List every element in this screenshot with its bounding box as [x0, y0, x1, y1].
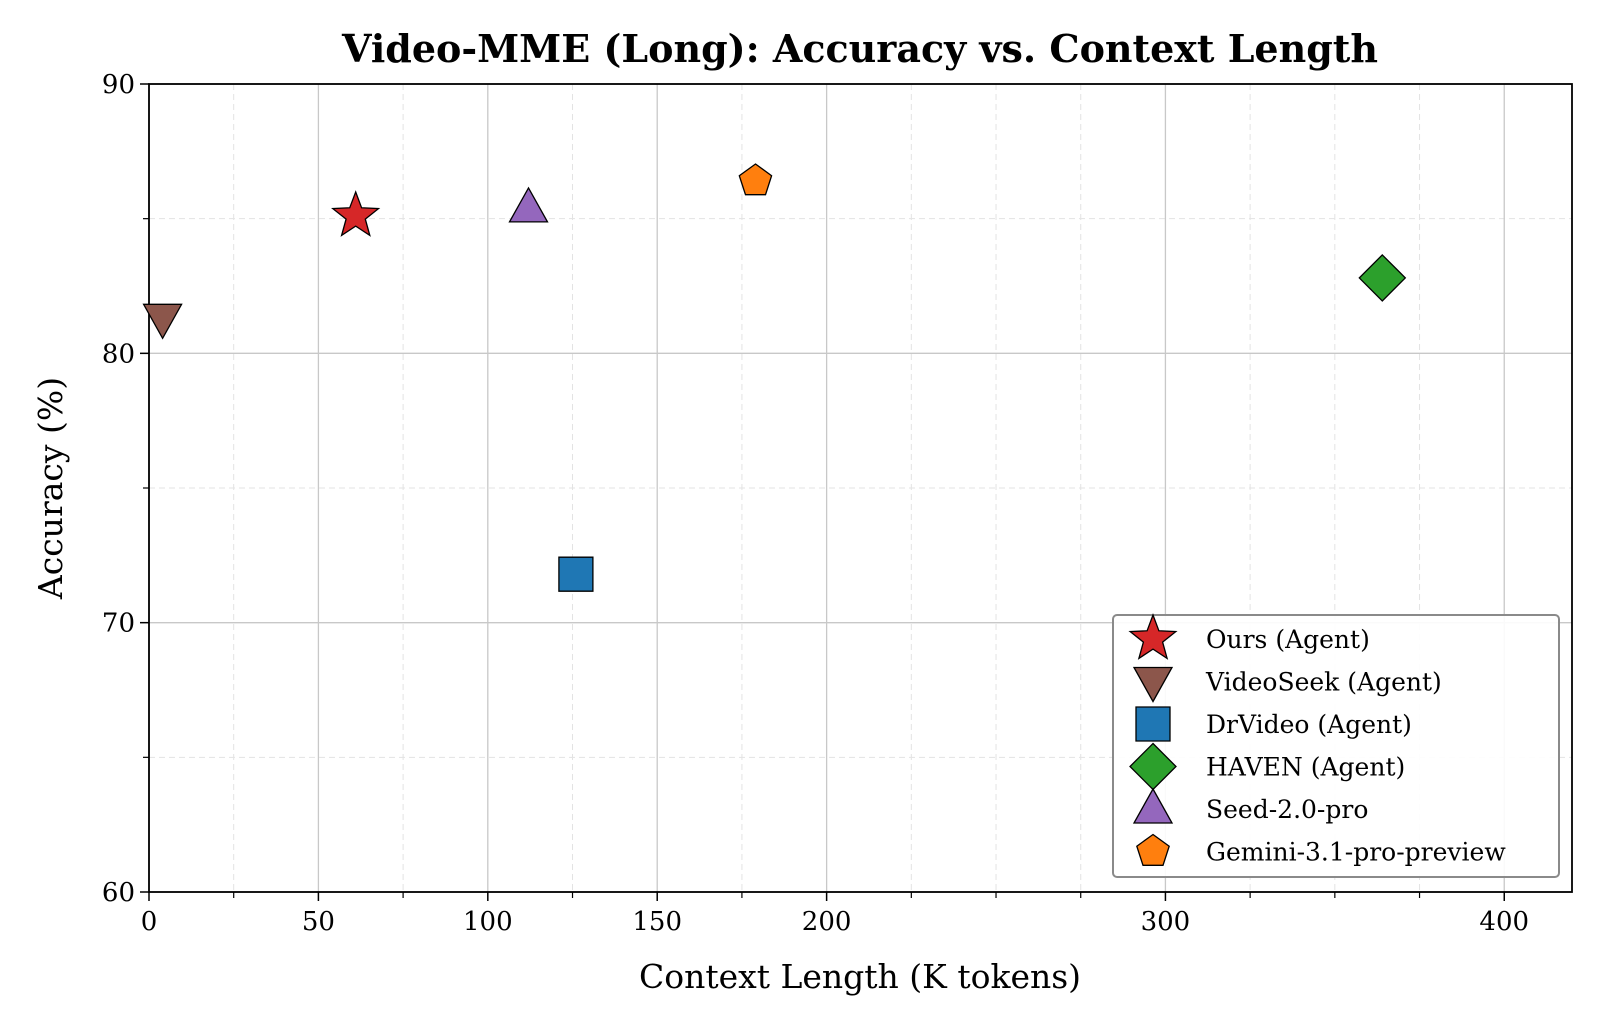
y-tick-label: 60 [102, 878, 135, 908]
legend-marker-triangle-down [1132, 666, 1174, 703]
legend-marker-star [1128, 613, 1178, 660]
y-tick-label: 80 [102, 339, 135, 369]
legend-label: VideoSeek (Agent) [1205, 668, 1442, 697]
legend-marker-square [1135, 706, 1171, 742]
legend-marker-pentagon [1136, 833, 1170, 866]
x-tick-label: 200 [802, 907, 852, 937]
data-point-pentagon [738, 163, 773, 196]
data-points [142, 163, 1407, 592]
legend-label: Gemini-3.1-pro-preview [1206, 838, 1506, 867]
x-tick-label: 50 [302, 907, 335, 937]
x-tick-label: 150 [632, 907, 682, 937]
legend-label: Seed-2.0-pro [1206, 795, 1368, 824]
data-point-diamond [1358, 253, 1407, 302]
axes: 0 50 100 150 200 300 400 60 70 80 90 [102, 70, 1573, 937]
data-point-square [558, 556, 594, 592]
y-tick-label: 90 [102, 70, 135, 100]
chart-title: Video-MME (Long): Accuracy vs. Context L… [341, 26, 1378, 71]
data-point-triangle-down [142, 303, 183, 340]
x-tick-label: 100 [463, 907, 513, 937]
x-tick-label: 300 [1141, 907, 1191, 937]
x-tick-label: 400 [1479, 907, 1529, 937]
legend-label: DrVideo (Agent) [1206, 710, 1412, 739]
legend-box [1112, 614, 1560, 878]
legend: Ours (Agent) VideoSeek (Agent) DrVideo (Ag… [1112, 613, 1560, 878]
x-axis-label: Context Length (K tokens) [639, 957, 1081, 996]
y-axis-label: Accuracy (%) [31, 377, 70, 600]
data-point-star [331, 190, 381, 237]
legend-label: Ours (Agent) [1206, 625, 1370, 654]
legend-marker-triangle-up [1132, 787, 1174, 824]
legend-label: HAVEN (Agent) [1206, 753, 1405, 782]
data-point-triangle-up [508, 186, 549, 223]
x-tick-label: 0 [141, 907, 158, 937]
y-tick-label: 70 [102, 609, 135, 639]
